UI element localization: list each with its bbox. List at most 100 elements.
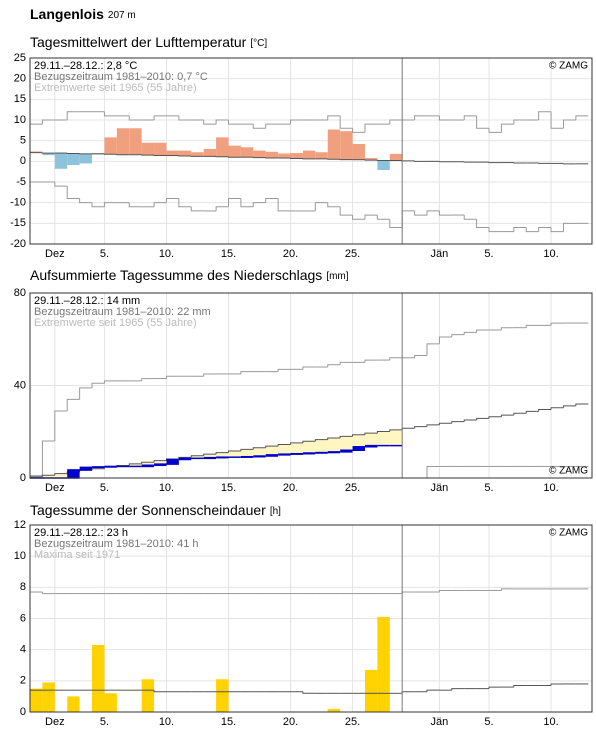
normal-line (364, 432, 378, 435)
precip-step (216, 456, 229, 459)
precip-step (154, 463, 167, 467)
y-tick-label: 4 (20, 644, 26, 656)
precip-step (191, 457, 204, 460)
max-line (141, 378, 155, 381)
max-line (339, 361, 353, 365)
panel-unit: [°C] (250, 38, 267, 49)
precip-step (327, 451, 341, 454)
bar (364, 669, 378, 712)
bar (290, 153, 303, 159)
x-tick-label: 25. (345, 482, 360, 494)
precip-step (116, 465, 130, 468)
panel-unit: [mm] (326, 271, 348, 282)
x-tick-label: Dez (45, 482, 65, 494)
max-line (500, 588, 514, 591)
y-tick-label: 80 (14, 287, 26, 299)
min-line (513, 226, 527, 232)
normal-line (525, 410, 539, 414)
max-line (438, 115, 452, 121)
bar (166, 150, 179, 156)
deficit-area (228, 450, 241, 458)
y-tick-label: 20 (14, 73, 26, 85)
y-tick-label: 0 (20, 472, 26, 484)
normal-line (314, 439, 328, 442)
normal-line (339, 435, 353, 438)
max-line (438, 336, 452, 344)
normal-line (240, 448, 254, 451)
x-tick-label: 15. (221, 716, 236, 728)
bar (315, 152, 328, 159)
bar (92, 644, 105, 712)
precip-step (290, 452, 303, 455)
x-tick-label: 20. (283, 482, 298, 494)
normal-line (178, 456, 192, 460)
max-line (500, 123, 514, 133)
min-line (79, 198, 93, 204)
max-line (327, 115, 341, 120)
credit: © ZAMG (549, 528, 588, 539)
y-tick-label: -20 (10, 238, 26, 250)
y-tick-label: 10 (14, 114, 26, 126)
min-line (339, 206, 353, 216)
normal-line (513, 685, 527, 688)
max-line (227, 120, 241, 125)
max-line (128, 115, 142, 121)
deficit-area (290, 442, 303, 454)
normal-line (500, 414, 514, 417)
normal-line (41, 474, 55, 477)
precip-step (253, 455, 266, 458)
max-line (91, 382, 105, 388)
credit: © ZAMG (549, 466, 588, 477)
x-tick-label: 10. (543, 482, 558, 494)
station-elevation: 207 m (108, 10, 136, 21)
max-line (525, 324, 539, 328)
min-line (190, 206, 204, 212)
normal-line (438, 422, 452, 425)
y-tick-label: 25 (14, 52, 26, 64)
min-line (525, 227, 539, 233)
min-line (91, 202, 105, 208)
deficit-area (389, 429, 403, 446)
normal-line (575, 403, 589, 406)
normal-line (128, 463, 142, 466)
panel-title-text: Tagesmittelwert der Lufttemperatur (30, 34, 247, 50)
plot-frame (29, 57, 593, 245)
max-line (203, 373, 217, 377)
deficit-area (240, 449, 254, 457)
max-line (513, 119, 527, 125)
normal-line (488, 686, 502, 689)
bar (67, 696, 80, 712)
bar (141, 679, 155, 712)
period-text: 29.11.–28.12.: 23 h (34, 527, 128, 539)
max-line (41, 440, 55, 476)
x-tick-label: 20. (283, 248, 298, 260)
x-tick-label: 10. (159, 716, 174, 728)
min-line (265, 198, 279, 203)
max-line (476, 329, 490, 333)
min-line (252, 202, 266, 207)
max-line (252, 124, 266, 129)
normal-line (376, 431, 390, 434)
max-line (562, 119, 576, 129)
normal-line (550, 683, 564, 686)
deficit-area (302, 441, 316, 454)
deficit-area (154, 460, 167, 465)
min-line (426, 210, 440, 216)
normal-line (389, 429, 403, 432)
normal-line (153, 460, 167, 463)
x-tick-label: 15. (221, 248, 236, 260)
max-line (66, 398, 80, 411)
bar (216, 137, 229, 157)
bar (265, 151, 279, 159)
bar (302, 150, 316, 159)
min-line (550, 227, 564, 233)
y-tick-label: 40 (14, 379, 26, 391)
bar (116, 128, 130, 155)
x-tick-label: 10. (543, 716, 558, 728)
period-text: 29.11.–28.12.: 14 mm (34, 295, 140, 307)
max-line (426, 343, 440, 356)
extreme-text: Extremwerte seit 1965 (55 Jahre) (34, 317, 197, 329)
normal-line (277, 443, 291, 447)
deficit-area (191, 455, 204, 459)
max-line (364, 359, 378, 363)
